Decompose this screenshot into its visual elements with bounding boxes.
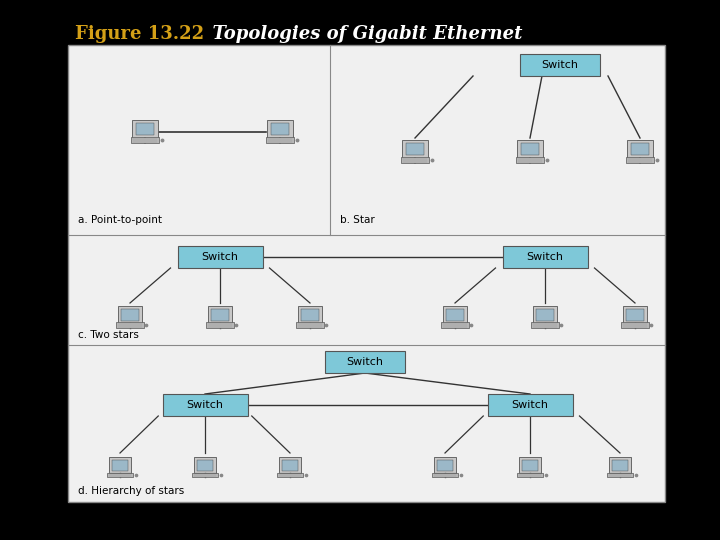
Bar <box>517 472 543 477</box>
Bar <box>118 306 142 323</box>
Bar <box>443 306 467 323</box>
Bar <box>531 322 559 328</box>
Text: Switch: Switch <box>526 252 564 262</box>
Bar <box>282 460 298 471</box>
Bar <box>136 123 154 136</box>
Bar <box>207 322 233 328</box>
Bar <box>107 472 133 477</box>
Bar <box>271 123 289 136</box>
Bar <box>441 322 469 328</box>
Bar <box>631 143 649 156</box>
Bar <box>621 322 649 328</box>
Bar <box>132 120 158 138</box>
Bar <box>109 457 132 474</box>
Text: c. Two stars: c. Two stars <box>78 330 139 340</box>
Bar <box>208 306 232 323</box>
FancyBboxPatch shape <box>520 54 600 76</box>
Bar <box>400 157 429 163</box>
Bar <box>446 309 464 321</box>
Bar <box>302 309 318 321</box>
Bar <box>612 460 629 471</box>
FancyBboxPatch shape <box>503 246 588 268</box>
FancyBboxPatch shape <box>487 394 572 416</box>
Bar <box>406 143 424 156</box>
Bar <box>608 457 631 474</box>
Bar <box>194 457 217 474</box>
Bar <box>626 309 644 321</box>
Bar <box>623 306 647 323</box>
Text: d. Hierarchy of stars: d. Hierarchy of stars <box>78 486 184 496</box>
Bar <box>130 137 159 143</box>
Text: b. Star: b. Star <box>340 215 374 225</box>
Text: Switch: Switch <box>346 357 384 367</box>
Bar <box>626 157 654 163</box>
Bar <box>298 306 322 323</box>
Text: Switch: Switch <box>186 400 223 410</box>
Text: Switch: Switch <box>511 400 549 410</box>
Bar <box>279 457 302 474</box>
Text: a. Point-to-point: a. Point-to-point <box>78 215 162 225</box>
Bar <box>437 460 454 471</box>
Bar <box>522 460 539 471</box>
Bar <box>533 306 557 323</box>
Bar <box>627 140 652 158</box>
Bar <box>432 472 458 477</box>
Bar <box>402 140 428 158</box>
Bar <box>518 457 541 474</box>
Bar <box>68 45 665 502</box>
Bar <box>117 322 143 328</box>
Text: Switch: Switch <box>202 252 238 262</box>
Bar <box>266 137 294 143</box>
Bar <box>516 157 544 163</box>
Bar <box>521 143 539 156</box>
Text: Figure 13.22: Figure 13.22 <box>75 25 204 43</box>
Bar <box>277 472 303 477</box>
Bar <box>112 460 128 471</box>
Bar <box>297 322 323 328</box>
Text: Topologies of Gigabit Ethernet: Topologies of Gigabit Ethernet <box>200 25 523 43</box>
Text: Switch: Switch <box>541 60 578 70</box>
Bar <box>122 309 138 321</box>
Bar <box>212 309 228 321</box>
Bar <box>192 472 218 477</box>
Bar <box>607 472 633 477</box>
Bar <box>197 460 213 471</box>
Bar <box>518 140 543 158</box>
FancyBboxPatch shape <box>178 246 263 268</box>
Bar <box>267 120 292 138</box>
Bar <box>536 309 554 321</box>
Bar <box>433 457 456 474</box>
FancyBboxPatch shape <box>163 394 248 416</box>
FancyBboxPatch shape <box>325 351 405 373</box>
